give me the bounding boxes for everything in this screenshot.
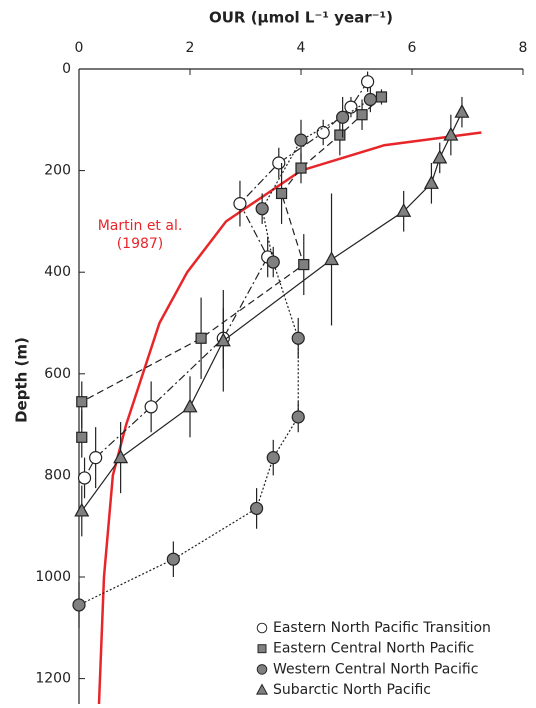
legend-label: Western Central North Pacific <box>273 661 478 677</box>
data-point <box>182 398 198 413</box>
data-point <box>272 156 286 170</box>
data-point <box>316 125 330 140</box>
data-point <box>344 100 358 114</box>
data-point <box>454 103 470 118</box>
x-tick-label: 4 <box>297 40 306 56</box>
data-point <box>72 598 86 612</box>
data-point <box>295 162 307 174</box>
x-tick-label: 2 <box>186 40 195 56</box>
series-line <box>78 98 371 606</box>
data-point <box>291 331 305 345</box>
data-point <box>215 332 231 347</box>
legend-label: Eastern Central North Pacific <box>273 641 474 657</box>
data-point <box>423 175 439 189</box>
martin-curve <box>97 131 482 705</box>
annotation: (1987) <box>117 236 164 252</box>
legend-marker <box>255 683 269 695</box>
data-point <box>363 92 377 107</box>
series-line <box>81 111 463 512</box>
data-point <box>375 91 388 103</box>
data-point <box>291 410 305 424</box>
data-point <box>255 202 269 216</box>
y-tick-label: 200 <box>44 163 71 179</box>
data-point <box>298 258 310 271</box>
data-point <box>233 197 247 211</box>
legend-label: Eastern North Pacific Transition <box>273 620 491 636</box>
y-tick-label: 800 <box>44 467 71 483</box>
y-tick-label: 600 <box>44 366 71 382</box>
data-point <box>443 126 459 141</box>
data-point <box>356 109 368 121</box>
y-tick-label: 400 <box>44 264 71 280</box>
annotation: Martin et al. <box>98 218 183 234</box>
data-point <box>144 400 158 414</box>
legend-marker <box>256 664 268 675</box>
y-tick-label: 1000 <box>35 569 71 585</box>
data-point <box>324 251 340 266</box>
y-tick-label: 0 <box>62 61 71 77</box>
data-point <box>195 332 207 344</box>
data-point <box>396 202 412 217</box>
legend-label: Subarctic North Pacific <box>273 682 431 698</box>
data-point <box>275 187 288 200</box>
data-point <box>74 502 90 517</box>
y-tick-label: 1200 <box>35 671 71 687</box>
legend-marker <box>256 622 268 634</box>
x-tick-label: 6 <box>408 40 417 56</box>
y-axis-title: Depth (m) <box>13 337 31 423</box>
data-point <box>113 449 129 464</box>
data-point <box>294 133 308 147</box>
data-point <box>336 110 350 124</box>
data-point <box>77 471 92 485</box>
x-axis-title: OUR (µmol L⁻¹ year⁻¹) <box>209 9 393 27</box>
data-point <box>334 129 346 141</box>
data-point <box>361 75 375 89</box>
data-point <box>266 255 280 269</box>
legend-marker <box>257 644 267 654</box>
data-point <box>250 501 264 516</box>
series-line <box>81 96 382 438</box>
x-tick-label: 0 <box>75 40 84 56</box>
data-point <box>166 552 180 566</box>
x-tick-label: 8 <box>519 40 528 56</box>
data-point <box>89 451 103 465</box>
data-point <box>432 149 448 164</box>
data-point <box>76 396 88 408</box>
data-point <box>76 431 88 443</box>
data-point <box>266 451 280 465</box>
